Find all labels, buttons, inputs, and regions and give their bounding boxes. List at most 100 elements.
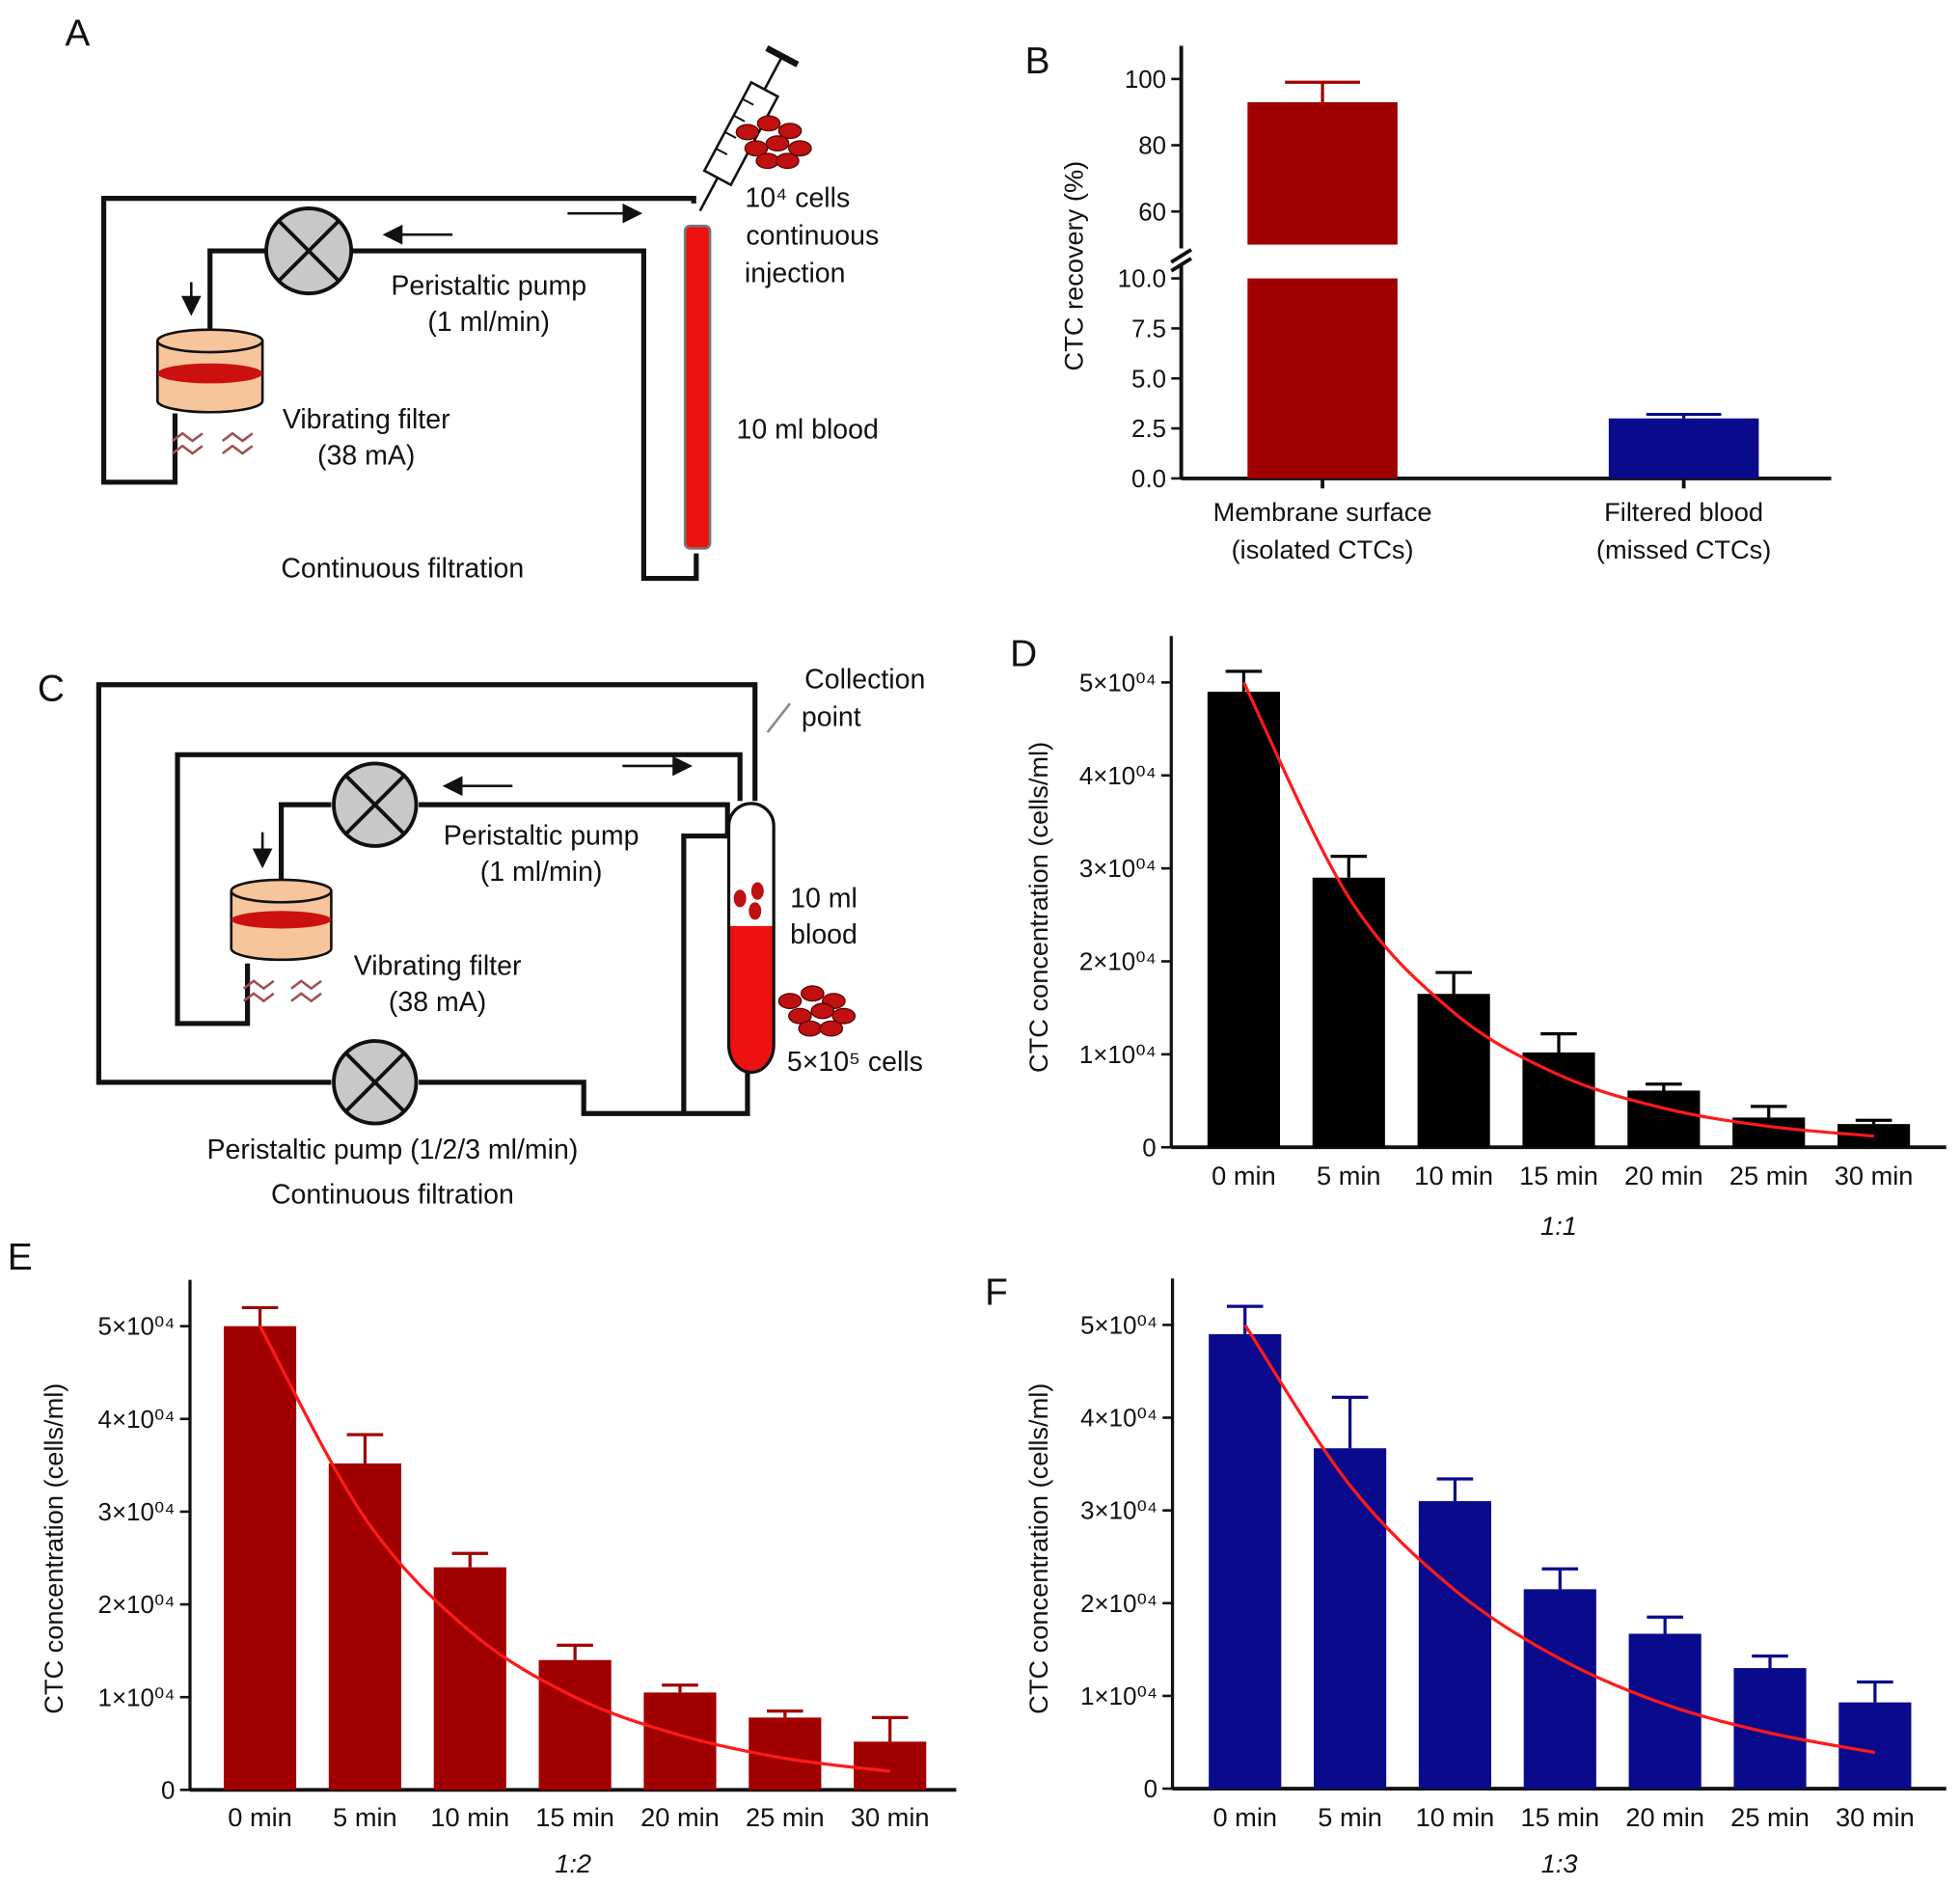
x-tick-label: 10 min — [1414, 1161, 1493, 1190]
y-tick-label: 0 — [1144, 1776, 1157, 1803]
y-tick-label: 0 — [1142, 1135, 1156, 1162]
fit-curve — [259, 1325, 890, 1773]
bar — [1314, 1448, 1387, 1790]
error-bar — [767, 1709, 803, 1718]
error-bar — [1226, 1304, 1264, 1334]
bar — [1838, 1702, 1912, 1790]
label: 10⁴ cells — [745, 183, 850, 214]
bar — [433, 1567, 506, 1791]
label: Continuous filtration — [281, 553, 524, 584]
filter-top — [230, 878, 333, 904]
x-tick-label: 15 min — [535, 1802, 614, 1832]
x-tick-label: 15 min — [1520, 1802, 1599, 1832]
y-axis-label: CTC concentration (cells/ml) — [39, 1383, 68, 1714]
x-tick-label: 0 min — [228, 1802, 292, 1832]
x-tick-label: 5 min — [333, 1802, 397, 1832]
tubing — [175, 752, 743, 1026]
panel-label: E — [8, 1237, 33, 1278]
pump-cross — [344, 1052, 405, 1113]
label: 10 ml — [790, 883, 858, 914]
y-tick-label: 2.5 — [1131, 416, 1166, 443]
bar — [854, 1741, 927, 1791]
y-tick-label: 5×10⁰⁴ — [1079, 670, 1157, 697]
chart: 0.0 2.5 5.0 7.5 10.0 60 80 100 CTC recovery (%) M… — [1058, 45, 1832, 564]
label: continuous — [746, 221, 879, 252]
filter-membrane — [231, 911, 332, 929]
label: Peristaltic pump — [444, 821, 640, 852]
x-tick-label: (missed CTCs) — [1596, 534, 1771, 564]
error-bar — [1647, 1615, 1683, 1634]
y-tick-label: 5.0 — [1131, 366, 1166, 393]
y-tick-label: 100 — [1125, 67, 1166, 94]
bar — [1608, 418, 1759, 479]
label: injection — [745, 258, 846, 288]
y-tick-label: 4×10⁰⁴ — [1080, 1406, 1157, 1433]
y-tick-label: 0.0 — [1131, 466, 1166, 493]
bar — [1312, 877, 1385, 1148]
error-bar — [1225, 670, 1263, 693]
error-bar — [1540, 1032, 1577, 1053]
x-tick-label: 20 min — [1624, 1161, 1703, 1190]
pump-cross — [344, 774, 405, 835]
drops — [733, 882, 764, 920]
bar — [328, 1463, 401, 1791]
error-bar — [1855, 1118, 1892, 1125]
y-tick-label: 2×10⁰⁴ — [1080, 1591, 1157, 1618]
label: (1 ml/min) — [480, 857, 603, 888]
error-bar — [1857, 1680, 1893, 1703]
y-tick-label: 1×10⁰⁴ — [98, 1684, 176, 1711]
y-tick-label: 2×10⁰⁴ — [1079, 949, 1157, 976]
y-tick-label: 1×10⁰⁴ — [1080, 1683, 1157, 1710]
x-tick-label: Filtered blood — [1604, 497, 1763, 527]
diagram-c-text: Collection point Peristaltic pump (1 ml/… — [206, 665, 925, 1211]
label: point — [802, 702, 861, 733]
bar — [1627, 1090, 1701, 1148]
x-tick-label: 25 min — [746, 1802, 825, 1832]
y-tick-label: 80 — [1138, 133, 1166, 160]
panel-label: A — [65, 14, 90, 55]
tubing — [95, 682, 758, 1116]
vibration — [242, 979, 322, 1003]
error-bar — [1752, 1654, 1788, 1669]
error-bar — [662, 1683, 698, 1693]
label: Vibrating filter — [283, 404, 450, 435]
y-tick-label: 3×10⁰⁴ — [98, 1499, 176, 1526]
blood-tube — [683, 224, 712, 550]
chart: 0 1×10⁰⁴ 2×10⁰⁴ 3×10⁰⁴ 4×10⁰⁴ 5×10⁰⁴ CTC conce… — [39, 1279, 957, 1878]
bar — [1209, 1333, 1282, 1790]
error-bar — [346, 1433, 384, 1463]
tubing — [207, 248, 699, 582]
bar — [1523, 1589, 1596, 1790]
bar — [1207, 692, 1281, 1148]
y-tick-label: 3×10⁰⁴ — [1080, 1498, 1157, 1525]
label: Peristaltic pump (1/2/3 ml/min) — [206, 1135, 578, 1165]
tubing — [100, 196, 696, 485]
x-axis-label: 1:2 — [555, 1848, 591, 1878]
error-bar — [451, 1551, 489, 1568]
x-tick-label: Membrane surface — [1213, 497, 1432, 527]
error-bar — [241, 1305, 279, 1326]
x-tick-label: 30 min — [1836, 1802, 1915, 1832]
error-bar — [557, 1643, 593, 1660]
diagram-a — [100, 45, 812, 582]
error-bar — [1331, 1395, 1369, 1449]
label: 10 ml blood — [736, 414, 878, 445]
y-tick-label: 3×10⁰⁴ — [1079, 856, 1157, 883]
x-tick-label: 25 min — [1729, 1161, 1809, 1190]
bar — [1247, 278, 1398, 479]
filter-membrane — [157, 363, 263, 384]
x-axis-label: 1:3 — [1541, 1848, 1578, 1878]
x-tick-label: 5 min — [1318, 1802, 1382, 1832]
y-tick-label: 0 — [161, 1777, 175, 1804]
label: (38 mA) — [317, 441, 415, 472]
cells — [735, 115, 812, 170]
y-tick-label: 10.0 — [1118, 266, 1166, 293]
y-axis-label: CTC concentration (cells/ml) — [1023, 742, 1053, 1073]
x-tick-label: 30 min — [851, 1802, 930, 1832]
bar — [1522, 1052, 1595, 1148]
y-tick-label: 1×10⁰⁴ — [1079, 1042, 1157, 1069]
bar — [1417, 994, 1490, 1148]
x-tick-label: 0 min — [1211, 1161, 1276, 1190]
x-tick-label: (isolated CTCs) — [1232, 534, 1414, 564]
